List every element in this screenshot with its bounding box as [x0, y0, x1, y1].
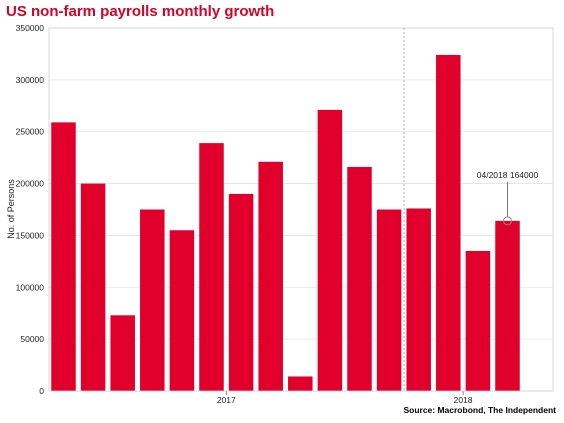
x-group-label: 2017: [217, 395, 236, 405]
x-group-label: 2018: [454, 395, 473, 405]
y-tick-labels: 0 50000 100000 150000 200000 250000 300000 3500…: [16, 23, 45, 396]
bar-12-2017: [376, 209, 402, 391]
y-tick-label: 150000: [16, 230, 45, 240]
y-tick-label: 250000: [16, 127, 45, 137]
bar-02-2018: [436, 54, 461, 392]
bar-08-2017: [258, 161, 283, 391]
bar-03-2017: [110, 315, 135, 391]
bar-07-2017: [228, 193, 254, 391]
bar-06-2017: [199, 143, 224, 391]
bar-09-2017: [288, 376, 313, 391]
x-group-labels: 2017 2018: [217, 391, 473, 405]
y-tick-label: 50000: [20, 334, 44, 344]
bar-10-2017: [317, 109, 343, 391]
bar-04-2017: [140, 209, 165, 391]
bar-01-2017: [51, 122, 76, 391]
bar-01-2018: [406, 208, 431, 391]
y-axis-label: No. of Persons: [6, 179, 16, 239]
y-tick-label: 0: [39, 386, 44, 396]
annotation: 04/2018 164000: [477, 170, 539, 226]
chart-title: US non-farm payrolls monthly growth: [6, 3, 275, 20]
bar-11-2017: [347, 166, 372, 391]
annotation-marker: [503, 216, 512, 226]
bar-02-2017: [80, 183, 106, 391]
bar-04-2018: [495, 220, 520, 391]
y-tick-label: 100000: [16, 282, 45, 292]
bar-03-2018: [465, 250, 491, 391]
bar-05-2017: [169, 230, 195, 391]
y-tick-label: 350000: [16, 23, 45, 33]
bars: [51, 54, 520, 392]
annotation-label: 04/2018 164000: [477, 170, 539, 180]
y-tick-label: 200000: [16, 179, 45, 189]
plot-frame: [48, 27, 554, 392]
source-note: Source: Macrobond, The Independent: [403, 405, 556, 415]
y-tick-label: 300000: [16, 75, 45, 85]
